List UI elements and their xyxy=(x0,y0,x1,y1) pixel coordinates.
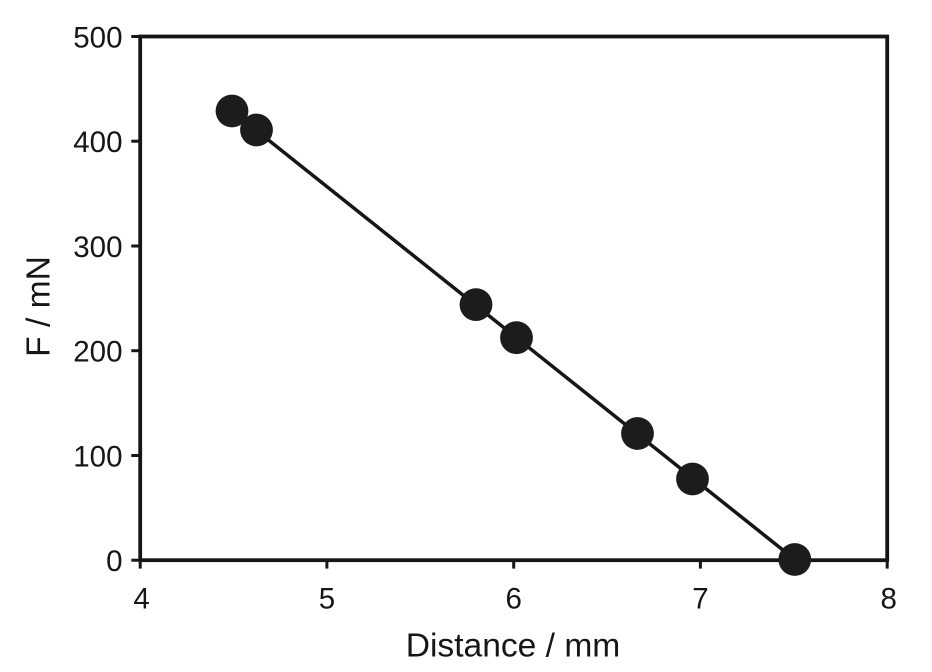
svg-text:F / mN: F / mN xyxy=(21,256,58,357)
svg-text:6: 6 xyxy=(505,583,521,616)
svg-text:400: 400 xyxy=(73,126,122,159)
svg-text:100: 100 xyxy=(73,441,122,474)
svg-text:500: 500 xyxy=(73,22,122,55)
svg-text:Distance / mm: Distance / mm xyxy=(406,628,621,665)
svg-text:8: 8 xyxy=(880,583,896,616)
svg-text:5: 5 xyxy=(319,583,335,616)
svg-text:0: 0 xyxy=(106,545,122,578)
svg-text:4: 4 xyxy=(133,583,149,616)
svg-text:7: 7 xyxy=(692,583,708,616)
svg-text:300: 300 xyxy=(73,231,122,264)
svg-text:200: 200 xyxy=(73,336,122,369)
